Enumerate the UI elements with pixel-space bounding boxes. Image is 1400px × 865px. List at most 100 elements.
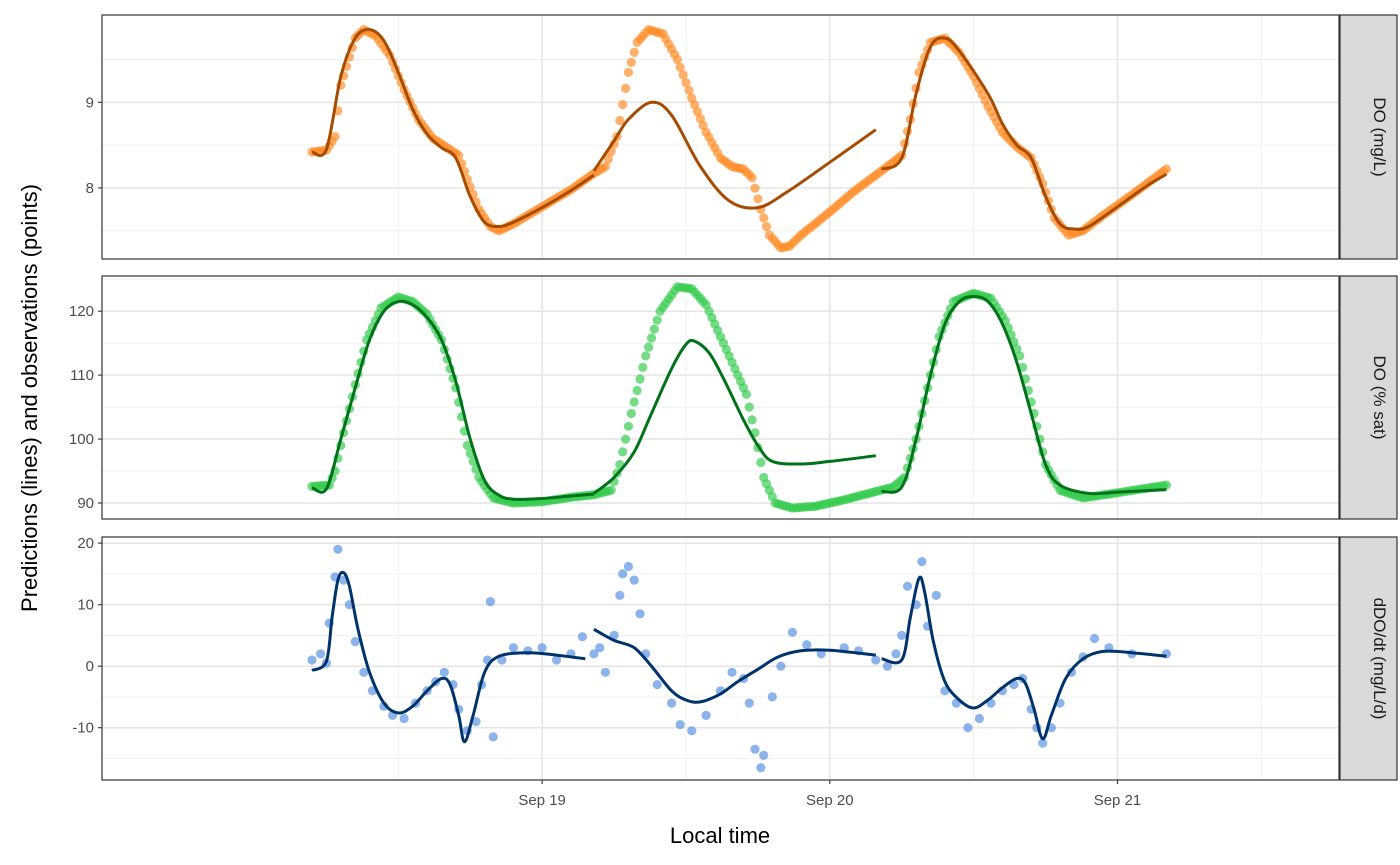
panel-3: -10 0 10 20 dDO/dt (mg/L/d) bbox=[72, 535, 1398, 781]
data-point bbox=[675, 62, 685, 72]
data-point bbox=[439, 667, 449, 677]
data-point bbox=[963, 723, 973, 733]
data-point bbox=[701, 710, 711, 721]
data-point bbox=[750, 183, 760, 193]
data-point bbox=[1015, 351, 1025, 361]
data-point bbox=[667, 698, 677, 708]
data-point bbox=[316, 649, 326, 659]
y-tick-label: 110 bbox=[70, 367, 94, 384]
data-point bbox=[485, 597, 495, 607]
panel-border bbox=[101, 14, 1340, 260]
data-point bbox=[635, 609, 645, 619]
data-point bbox=[508, 643, 518, 653]
data-point bbox=[646, 333, 657, 343]
data-point bbox=[638, 362, 648, 372]
data-point bbox=[618, 569, 628, 579]
data-point bbox=[350, 637, 360, 647]
data-point bbox=[747, 173, 757, 183]
panel-border bbox=[101, 275, 1340, 520]
y-tick-label: 8 bbox=[86, 180, 94, 197]
data-point bbox=[687, 726, 697, 736]
data-point bbox=[741, 389, 752, 399]
data-point bbox=[756, 457, 766, 468]
data-point bbox=[759, 750, 769, 761]
data-point bbox=[684, 85, 694, 95]
series-line-2 bbox=[593, 627, 876, 704]
data-point bbox=[615, 590, 625, 601]
data-point bbox=[902, 581, 913, 591]
data-point bbox=[672, 54, 682, 65]
panels: 8 9 DO (mg/L) 90 100 110 120 DO (% sat) -10 0 10 20… bbox=[69, 14, 1398, 781]
data-point bbox=[687, 93, 697, 103]
series-line-2 bbox=[592, 338, 876, 495]
series-line-1 bbox=[311, 299, 595, 501]
series-line-3 bbox=[881, 295, 1167, 496]
data-point bbox=[399, 713, 409, 724]
y-tick-label: 120 bbox=[69, 303, 94, 320]
data-point bbox=[621, 434, 631, 444]
data-point bbox=[974, 713, 985, 724]
data-point bbox=[756, 763, 766, 773]
observation-points bbox=[307, 282, 1171, 513]
data-point bbox=[871, 655, 881, 665]
data-point bbox=[621, 83, 631, 93]
y-tick-label: 9 bbox=[86, 94, 94, 111]
data-point bbox=[744, 698, 754, 708]
x-tick-label: Sep 21 bbox=[1094, 792, 1142, 809]
data-point bbox=[589, 649, 599, 659]
data-point bbox=[698, 120, 708, 130]
data-point bbox=[551, 655, 562, 665]
data-point bbox=[692, 107, 703, 117]
data-point bbox=[1161, 164, 1171, 174]
panel-1: 8 9 DO (mg/L) bbox=[86, 14, 1398, 260]
data-point bbox=[678, 70, 688, 80]
data-point bbox=[626, 57, 636, 67]
data-point bbox=[488, 732, 498, 742]
data-point bbox=[618, 99, 628, 110]
data-point bbox=[750, 744, 760, 754]
data-point bbox=[603, 154, 613, 164]
prediction-lines bbox=[311, 570, 1167, 744]
data-point bbox=[462, 440, 472, 451]
data-point bbox=[882, 661, 893, 671]
series-line-3 bbox=[881, 575, 1167, 741]
data-point bbox=[652, 315, 662, 325]
data-point bbox=[1161, 480, 1171, 490]
series-line-2 bbox=[592, 100, 877, 210]
data-point bbox=[641, 351, 651, 361]
facet-strip-label: DO (% sat) bbox=[1370, 355, 1389, 439]
data-point bbox=[632, 385, 642, 396]
data-point bbox=[330, 132, 340, 142]
data-point bbox=[649, 324, 659, 334]
facet-strip bbox=[1339, 14, 1398, 260]
data-point bbox=[652, 680, 662, 690]
facet-strip bbox=[1339, 536, 1398, 781]
facet-strip-label: dDO/dt (mg/L/d) bbox=[1370, 598, 1389, 720]
y-tick-label: -10 bbox=[72, 720, 94, 737]
data-point bbox=[816, 649, 826, 659]
data-point bbox=[600, 161, 611, 172]
data-point bbox=[623, 561, 634, 572]
data-point bbox=[615, 115, 625, 126]
data-point bbox=[623, 67, 634, 77]
data-point bbox=[787, 627, 798, 638]
data-point bbox=[897, 630, 907, 641]
data-point bbox=[675, 720, 685, 730]
data-point bbox=[577, 632, 588, 642]
data-point bbox=[471, 717, 481, 727]
y-tick-label: 20 bbox=[77, 535, 94, 552]
y-tick-label: 100 bbox=[69, 431, 94, 448]
x-axis-title: Local time bbox=[670, 823, 770, 848]
data-point bbox=[644, 342, 654, 352]
data-point bbox=[600, 667, 611, 677]
data-point bbox=[681, 78, 691, 88]
data-point bbox=[776, 661, 786, 671]
data-point bbox=[1038, 738, 1048, 748]
data-point bbox=[759, 213, 769, 223]
prediction-lines bbox=[311, 28, 1168, 231]
data-point bbox=[761, 221, 772, 232]
x-tick-label: Sep 20 bbox=[806, 792, 854, 809]
data-point bbox=[744, 402, 754, 412]
y-tick-label: 0 bbox=[86, 658, 94, 675]
